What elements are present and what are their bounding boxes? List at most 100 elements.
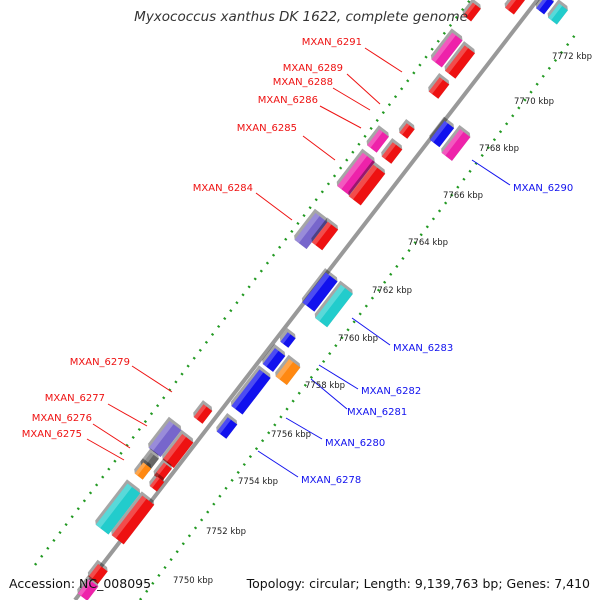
gene-block[interactable]: [160, 429, 195, 468]
gene-highlight: [134, 462, 147, 476]
gene-block[interactable]: [152, 458, 174, 482]
leader-line: [332, 87, 371, 111]
gene-block[interactable]: [335, 148, 377, 196]
gene-face: [381, 142, 403, 164]
gene-face: [348, 164, 386, 206]
tick-label: 7754 kbp: [238, 477, 278, 487]
gene-block[interactable]: [260, 343, 287, 372]
gene-highlight: [548, 3, 563, 21]
leader-line: [364, 47, 403, 73]
gene-face: [262, 348, 286, 372]
gene-face: [280, 332, 296, 348]
leader-line: [92, 423, 131, 449]
gene-label[interactable]: MXAN_6290: [513, 183, 573, 194]
leader-line: [131, 365, 173, 393]
gene-block[interactable]: [365, 125, 391, 153]
gene-face: [77, 579, 99, 600]
gene-highlight: [275, 359, 294, 380]
gene-block[interactable]: [313, 280, 355, 328]
gene-block[interactable]: [300, 268, 339, 312]
gene-block[interactable]: [75, 575, 100, 600]
gene-block[interactable]: [109, 491, 156, 545]
gene-block[interactable]: [132, 458, 153, 480]
position-tick-labels: 7750 kbp 7752 kbp 7754 kbp 7756 kbp 7758 kbp…: [173, 52, 592, 586]
gene-highlight: [148, 420, 174, 452]
gene-face: [149, 476, 165, 492]
gene-highlight: [429, 120, 448, 143]
gene-block[interactable]: [214, 413, 239, 439]
gene-block[interactable]: [546, 0, 570, 25]
gene-block[interactable]: [426, 73, 451, 99]
gene-label[interactable]: MXAN_6288: [273, 77, 333, 88]
leader-line: [285, 417, 323, 440]
accession-text: Accession: NC_008095: [9, 576, 152, 591]
gene-label[interactable]: MXAN_6280: [325, 438, 385, 449]
gene-face: [193, 404, 213, 424]
leader-line: [255, 192, 293, 221]
gene-label[interactable]: MXAN_6281: [347, 407, 407, 418]
gene-block[interactable]: [310, 217, 340, 251]
gene-face: [367, 129, 389, 153]
gene-block[interactable]: [443, 41, 477, 79]
gene-block[interactable]: [86, 559, 109, 584]
gene-highlight: [280, 332, 291, 344]
gene-face: [154, 462, 172, 482]
gene-highlight: [445, 45, 469, 74]
gene-block[interactable]: [146, 416, 183, 458]
gene-block[interactable]: [191, 400, 214, 424]
gene-highlight: [428, 77, 444, 95]
gene-label[interactable]: MXAN_6282: [361, 386, 421, 397]
reverse-dotted-guide: [139, 34, 576, 600]
gene-label[interactable]: MXAN_6283: [393, 343, 453, 354]
gene-label[interactable]: MXAN_6278: [301, 475, 361, 486]
gene-block[interactable]: [428, 116, 456, 148]
gene-face: [315, 284, 353, 328]
leader-line: [302, 135, 336, 161]
gene-block[interactable]: [461, 0, 483, 22]
gene-block[interactable]: [93, 479, 142, 535]
gene-label[interactable]: MXAN_6286: [258, 95, 318, 106]
gene-label[interactable]: MXAN_6289: [283, 63, 343, 74]
gene-face: [275, 359, 301, 385]
gene-block[interactable]: [429, 28, 464, 68]
gene-block[interactable]: [147, 472, 166, 492]
gene-block[interactable]: [503, 0, 527, 15]
gene-block[interactable]: [379, 138, 404, 164]
gene-face: [311, 221, 339, 251]
leader-line: [86, 438, 125, 461]
gene-highlight: [262, 348, 279, 367]
gene-block[interactable]: [292, 208, 329, 250]
gene-block[interactable]: [229, 365, 272, 415]
gene-highlight: [216, 417, 232, 435]
tick-label: 7750 kbp: [173, 576, 213, 586]
gene-block[interactable]: [273, 354, 302, 385]
gene-block[interactable]: [439, 124, 472, 161]
gene-face: [134, 462, 152, 480]
gene-label[interactable]: MXAN_6277: [45, 393, 105, 404]
gene-highlight: [95, 483, 132, 529]
gene-face: [216, 417, 238, 439]
gene-label[interactable]: MXAN_6276: [32, 413, 92, 424]
tick-label: 7772 kbp: [552, 52, 592, 62]
gene-label[interactable]: MXAN_6279: [70, 357, 130, 368]
leader-line: [318, 364, 359, 390]
gene-block[interactable]: [534, 0, 556, 15]
gene-label[interactable]: MXAN_6284: [193, 183, 253, 194]
label-leaders: [86, 47, 511, 478]
gene-face: [536, 0, 554, 15]
gene-block[interactable]: [278, 327, 297, 348]
gene-highlight: [315, 284, 346, 322]
tick-label: 7764 kbp: [408, 238, 448, 248]
gene-label[interactable]: MXAN_6291: [302, 37, 362, 48]
gene-block[interactable]: [346, 160, 387, 206]
gene-highlight: [399, 123, 410, 135]
leader-line: [310, 378, 348, 410]
gene-face: [111, 495, 155, 545]
gene-highlight: [337, 152, 368, 190]
gene-label[interactable]: MXAN_6285: [237, 123, 297, 134]
gene-block[interactable]: [397, 118, 416, 139]
gene-face: [463, 2, 481, 22]
gene-label[interactable]: MXAN_6275: [22, 429, 82, 440]
leader-line: [351, 317, 391, 346]
